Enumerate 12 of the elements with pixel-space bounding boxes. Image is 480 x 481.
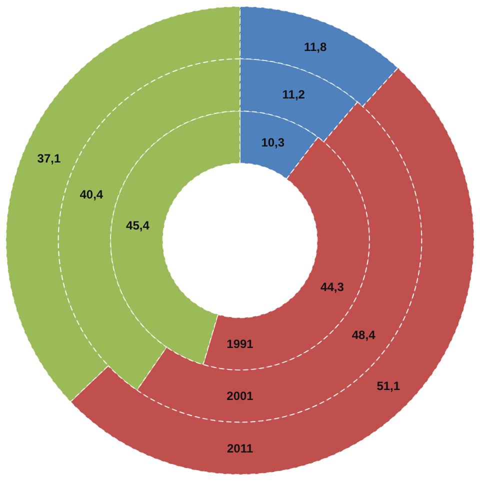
slice-label: 2001 xyxy=(226,389,254,404)
data-label: 11,2 xyxy=(282,87,306,102)
data-label: 40,4 xyxy=(80,187,104,202)
data-label: 48,4 xyxy=(352,328,376,342)
data-label: 10,3 xyxy=(261,136,285,150)
slice-label: 1991 xyxy=(226,336,254,351)
data-label: 51,1 xyxy=(376,379,400,394)
slice-label: 2011 xyxy=(226,441,254,456)
data-label: 45,4 xyxy=(126,218,150,233)
data-label: 11,8 xyxy=(304,40,327,54)
data-label: 44,3 xyxy=(320,280,344,294)
data-label: 37,1 xyxy=(37,152,61,166)
